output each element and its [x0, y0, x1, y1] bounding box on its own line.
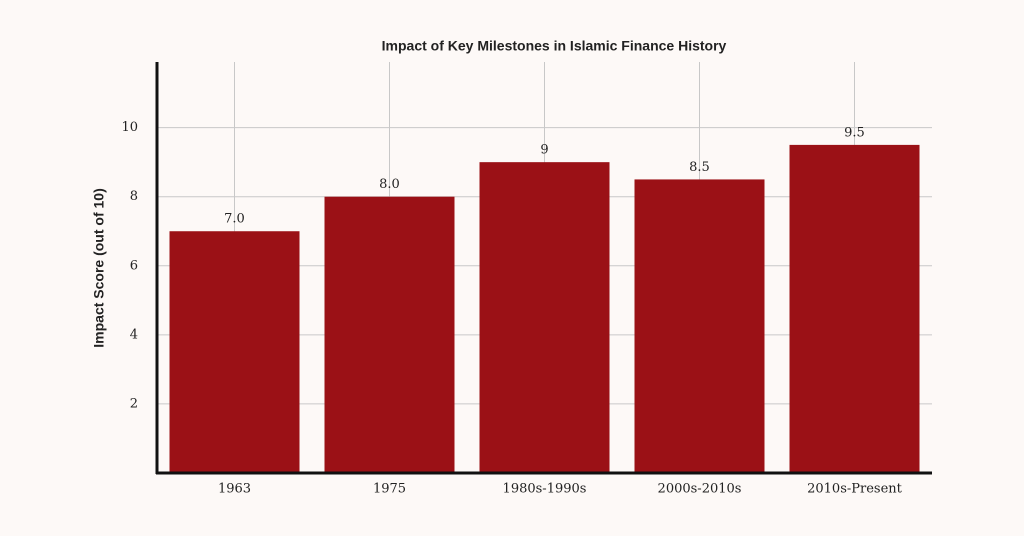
x-tick-label: 1963 — [218, 482, 251, 497]
data-label: 7.0 — [224, 212, 245, 227]
data-label: 9.5 — [844, 125, 865, 140]
y-tick-label: 2 — [130, 396, 138, 411]
y-axis-label: Impact Score (out of 10) — [91, 188, 107, 347]
bar — [789, 144, 920, 474]
bar — [634, 179, 765, 473]
x-tick-label: 1975 — [373, 482, 406, 497]
bar — [479, 162, 610, 473]
bar — [324, 196, 455, 473]
data-label: 9 — [540, 143, 548, 158]
x-tick-label: 1980s-1990s — [503, 482, 587, 497]
data-label: 8.5 — [689, 160, 710, 175]
y-tick-label: 8 — [130, 189, 138, 204]
data-label: 8.0 — [379, 177, 400, 192]
x-tick-label: 2000s-2010s — [658, 482, 742, 497]
chart-title: Impact of Key Milestones in Islamic Fina… — [382, 38, 727, 54]
y-tick-label: 4 — [130, 327, 138, 342]
y-tick-label: 6 — [130, 258, 138, 273]
x-tick-label: 2010s-Present — [807, 482, 903, 497]
bar — [169, 231, 300, 473]
y-tick-label: 10 — [121, 120, 138, 135]
